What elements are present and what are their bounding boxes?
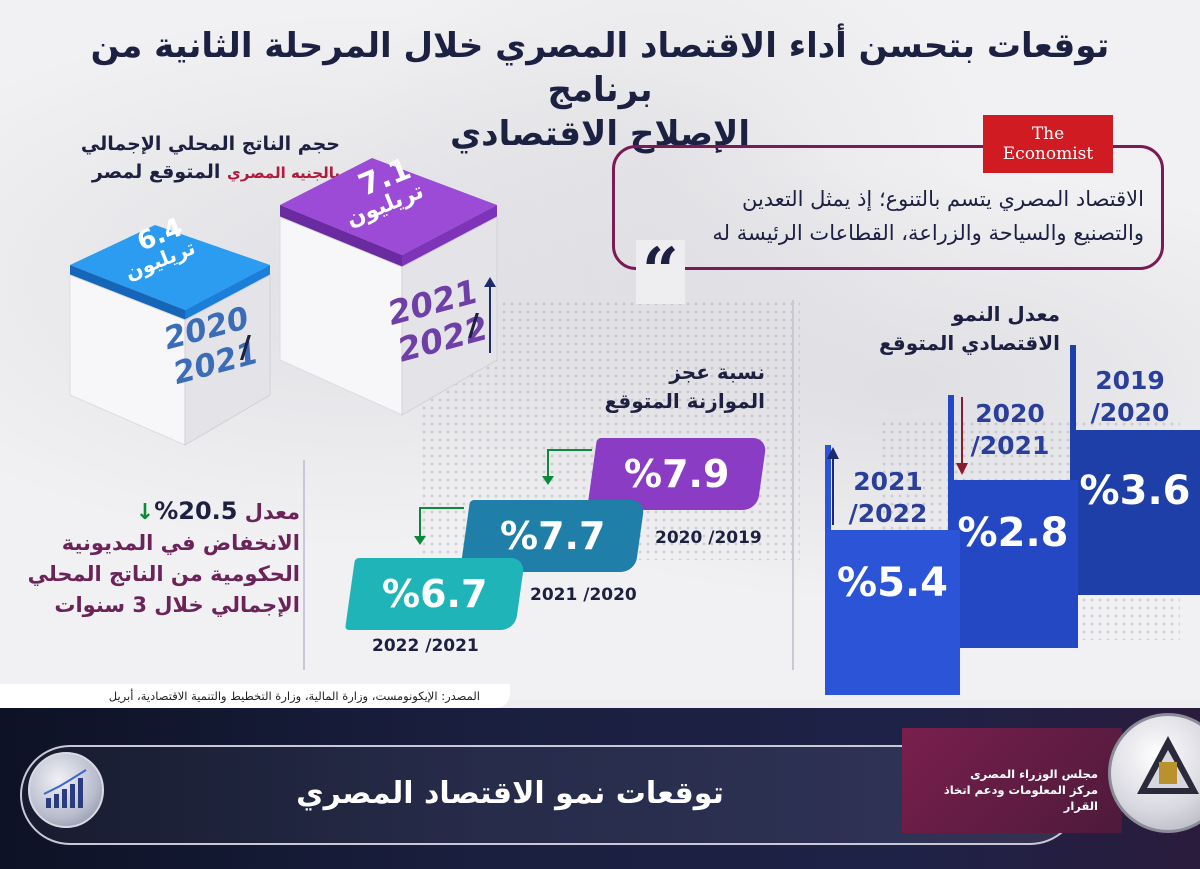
growth-bar-accent (825, 445, 831, 530)
eagle-emblem-icon (1108, 713, 1200, 833)
budget-year: 2021 /2020 (530, 585, 637, 605)
idsc-panel (902, 728, 1122, 833)
debt-reduction: معدل 20.5%↓ الانخفاض في المديونية الحكوم… (27, 497, 300, 617)
growth-chart-icon (28, 752, 104, 828)
gdp-label: حجم الناتج المحلي الإجمالي بالجنيه المصر… (80, 133, 340, 183)
up-arrow-icon (484, 277, 496, 353)
growth-year: 2019 /2020 (1090, 366, 1170, 427)
growth-bar-accent (1070, 345, 1076, 430)
idsc-name: مجلس الوزراء المصرى مركز المعلومات ودعم … (943, 767, 1098, 813)
budget-label: نسبة عجز الموازنة المتوقع (604, 360, 765, 413)
cube-shape (279, 158, 498, 416)
footer-title: توقعات نمو الاقتصاد المصري (296, 776, 724, 811)
quote-mark-icon: “ (636, 240, 685, 304)
slash-divider: / (240, 330, 251, 365)
cube-shape (69, 225, 271, 446)
down-arrow-icon (414, 507, 464, 545)
economist-quote-box (612, 145, 1164, 270)
economist-quote: الاقتصاد المصري يتسم بالتنوع؛ إذ يمثل ال… (712, 187, 1144, 245)
growth-bar-2021-2022: %5.4 (825, 530, 960, 695)
budget-year: 2022 /2021 (372, 636, 479, 656)
growth-year: 2021 /2022 (848, 467, 928, 528)
growth-bar-2020-2021: %2.8 (948, 480, 1078, 648)
budget-bar-2021-2022: %6.7 (344, 558, 526, 630)
growth-bar-accent (948, 395, 954, 480)
page-title: توقعات بتحسن أداء الاقتصاد المصري خلال ا… (90, 26, 1110, 154)
down-arrow-icon: ↓ (135, 500, 155, 525)
down-arrow-icon (956, 397, 968, 475)
growth-label: معدل النمو الاقتصادي المتوقع (878, 302, 1060, 355)
growth-year: 2020 /2021 (970, 399, 1050, 460)
divider (303, 460, 305, 670)
source-note: المصدر: الإيكونومست، وزارة المالية، وزار… (0, 684, 510, 708)
economist-logo: The Economist (983, 115, 1113, 173)
up-arrow-icon (827, 447, 839, 525)
divider (792, 300, 794, 670)
down-arrow-icon (542, 449, 592, 485)
growth-bar-2019-2020: %3.6 (1070, 430, 1200, 595)
slash-divider: / (468, 308, 479, 343)
budget-year: 2020 /2019 (655, 528, 762, 548)
